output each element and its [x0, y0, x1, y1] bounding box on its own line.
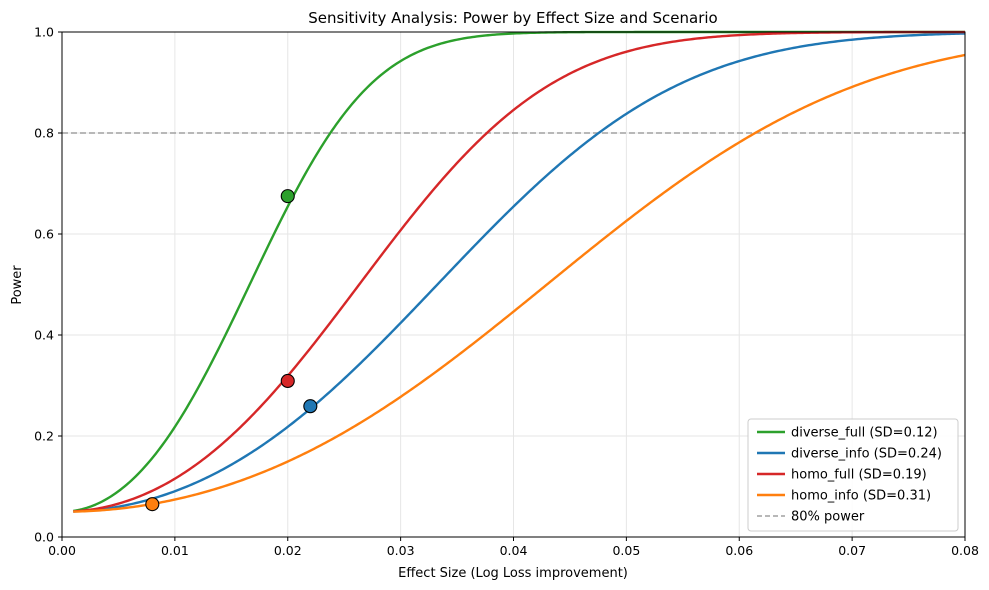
x-tick-label: 0.06	[725, 543, 753, 558]
x-axis-ticks: 0.00 0.01 0.02 0.03 0.04 0.05 0.06 0.07 0.08	[48, 537, 979, 558]
legend: diverse_full (SD=0.12) diverse_info (SD=0…	[747, 418, 959, 532]
y-axis-label: Power	[10, 265, 25, 305]
x-tick-label: 0.07	[838, 543, 866, 558]
chart-title: Sensitivity Analysis: Power by Effect Si…	[308, 9, 717, 27]
x-tick-label: 0.01	[161, 543, 189, 558]
y-tick-label: 0.6	[34, 227, 54, 242]
y-tick-label: 0.0	[34, 530, 54, 545]
series-marker-3	[145, 497, 160, 512]
legend-label: diverse_info (SD=0.24)	[791, 447, 942, 462]
legend-box	[747, 418, 959, 532]
marker-layer	[145, 189, 318, 512]
x-tick-label: 0.05	[612, 543, 640, 558]
series-line-2	[73, 30, 965, 513]
y-tick-label: 1.0	[34, 25, 54, 40]
y-axis-ticks: 0.0 0.2 0.4 0.6 0.8 1.0	[34, 25, 62, 545]
series-marker-2	[280, 373, 295, 389]
x-tick-label: 0.08	[951, 543, 979, 558]
legend-label: diverse_full (SD=0.12)	[791, 426, 938, 441]
y-tick-label: 0.4	[34, 328, 54, 343]
legend-label: 80% power	[791, 510, 865, 525]
x-tick-label: 0.03	[387, 543, 415, 558]
series-line-1	[73, 32, 966, 513]
x-axis-label: Effect Size (Log Loss improvement)	[398, 566, 628, 581]
series-line-3	[73, 53, 966, 513]
series-marker-1	[303, 399, 318, 414]
x-tick-label: 0.00	[48, 543, 76, 558]
y-tick-label: 0.8	[34, 126, 54, 141]
x-tick-label: 0.04	[500, 543, 528, 558]
y-tick-label: 0.2	[34, 429, 54, 444]
series-marker-0	[280, 189, 295, 204]
legend-label: homo_full (SD=0.19)	[791, 468, 927, 483]
legend-label: homo_info (SD=0.31)	[791, 489, 931, 504]
x-tick-label: 0.02	[274, 543, 302, 558]
